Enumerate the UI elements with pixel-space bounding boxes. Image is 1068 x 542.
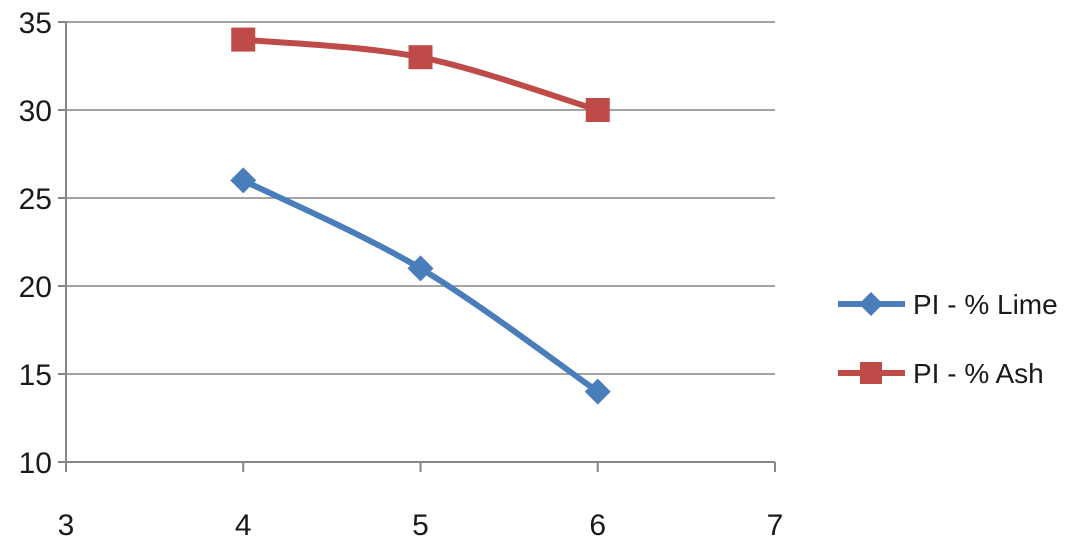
y-tick-label-35: 35	[19, 7, 52, 40]
legend-marker-ash	[860, 362, 882, 384]
legend-marker-lime	[859, 292, 883, 316]
legend-label-ash: PI - % Ash	[913, 358, 1044, 389]
legend: PI - % Lime PI - % Ash	[838, 289, 1058, 389]
point-lime-4	[230, 167, 257, 194]
x-tick-label-5: 5	[412, 509, 429, 542]
y-tick-label-30: 30	[19, 95, 52, 128]
x-tick-label-3: 3	[58, 509, 75, 542]
axes	[65, 22, 775, 463]
point-ash-5	[408, 45, 433, 70]
x-tick-label-6: 6	[589, 509, 606, 542]
legend-entry-ash: PI - % Ash	[838, 358, 1044, 389]
gridlines	[66, 21, 775, 375]
point-ash-4	[231, 27, 256, 52]
y-tick-label-25: 25	[19, 183, 52, 216]
legend-label-lime: PI - % Lime	[913, 289, 1058, 320]
series	[230, 27, 611, 405]
point-ash-6	[585, 98, 610, 122]
x-tick-label-7: 7	[767, 509, 784, 542]
y-tick-label-20: 20	[19, 271, 52, 304]
axis-ticks: 10 15 20 25 30 35 3 4 5 6 7	[19, 7, 784, 542]
point-lime-6	[584, 378, 611, 405]
y-tick-label-15: 15	[19, 359, 52, 392]
y-tick-label-10: 10	[19, 447, 52, 480]
legend-entry-lime: PI - % Lime	[838, 289, 1058, 320]
point-lime-5	[407, 255, 434, 282]
x-tick-label-4: 4	[235, 509, 252, 542]
